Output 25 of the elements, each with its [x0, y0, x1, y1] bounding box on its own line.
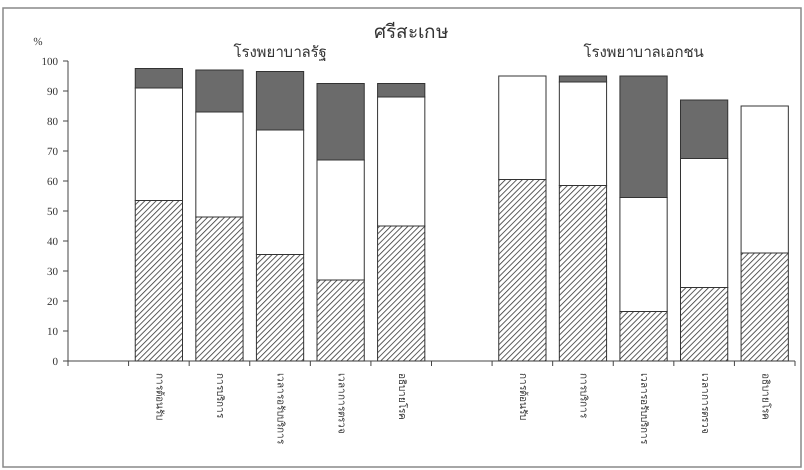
- x-tick-label: อธิบายโรค: [759, 373, 772, 420]
- annotation: โรงพยาบาลเอกชน: [584, 43, 704, 61]
- x-tick-label: เวลารอรับบริการ: [274, 373, 286, 445]
- chart-title: ศรีสะเกษ: [374, 21, 449, 43]
- y-axis-title: %: [33, 36, 43, 48]
- y-tick-label: 60: [47, 176, 58, 188]
- y-tick-label: 100: [42, 56, 58, 68]
- x-tick-label: การบริการ: [214, 373, 226, 419]
- y-tick-label: 30: [47, 266, 58, 278]
- y-tick-label: 10: [47, 326, 58, 338]
- y-tick-label: 80: [47, 116, 58, 128]
- x-tick-label: เวลารอรับบริการ: [638, 373, 650, 445]
- y-tick-label: 20: [47, 296, 58, 308]
- y-tick-label: 70: [47, 146, 58, 158]
- x-tick-label: การบริการ: [578, 373, 589, 419]
- annotation: โรงพยาบาลรัฐ: [234, 43, 327, 61]
- y-tick-label: 40: [47, 236, 58, 248]
- y-tick-label: 50: [47, 206, 58, 218]
- x-tick-label: การต้อนรับ: [154, 373, 166, 420]
- y-tick-label: 0: [52, 356, 58, 368]
- x-tick-label: อธิบายโรค: [396, 373, 409, 420]
- x-tick-label: เวลาการตรวจ: [335, 373, 346, 434]
- x-tick-label: เวลาการตรวจ: [698, 373, 710, 434]
- y-tick-label: 90: [47, 86, 58, 98]
- x-tick-label: การต้อนรับ: [517, 373, 530, 420]
